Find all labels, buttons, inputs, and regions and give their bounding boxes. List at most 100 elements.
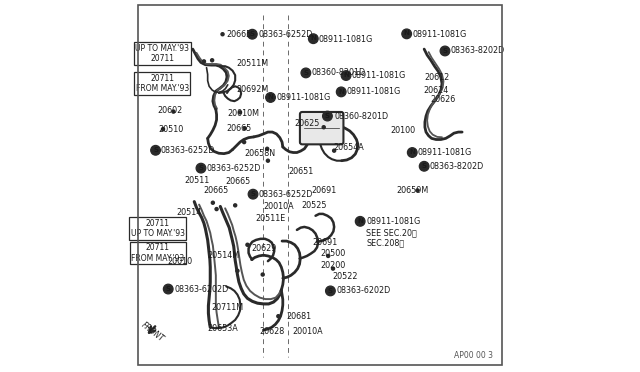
Text: 08911-1081G: 08911-1081G bbox=[367, 217, 420, 226]
Text: 20628: 20628 bbox=[259, 327, 284, 336]
Text: S: S bbox=[198, 165, 204, 171]
Text: S: S bbox=[166, 286, 171, 292]
Circle shape bbox=[214, 207, 219, 211]
Text: S: S bbox=[422, 163, 427, 169]
Circle shape bbox=[331, 266, 335, 271]
Circle shape bbox=[326, 286, 335, 296]
Text: FRONT: FRONT bbox=[140, 320, 166, 343]
Text: SEE SEC.20龍: SEE SEC.20龍 bbox=[367, 229, 417, 238]
Text: 08911-1081G: 08911-1081G bbox=[347, 87, 401, 96]
Text: S: S bbox=[250, 31, 255, 37]
Text: 08363-6202D: 08363-6202D bbox=[174, 285, 228, 294]
Text: 20665: 20665 bbox=[203, 186, 228, 195]
Text: 08911-1081G: 08911-1081G bbox=[351, 71, 406, 80]
Text: 20692M: 20692M bbox=[236, 85, 269, 94]
Circle shape bbox=[248, 29, 257, 39]
Text: 08911-1081G: 08911-1081G bbox=[276, 93, 330, 102]
Circle shape bbox=[211, 201, 215, 205]
Circle shape bbox=[260, 272, 265, 277]
Text: 20010A: 20010A bbox=[292, 327, 323, 336]
Circle shape bbox=[301, 68, 310, 78]
Text: S: S bbox=[442, 48, 447, 54]
Text: 20665: 20665 bbox=[225, 177, 250, 186]
Circle shape bbox=[415, 188, 420, 193]
Circle shape bbox=[235, 269, 239, 273]
Text: 08911-1081G: 08911-1081G bbox=[318, 35, 372, 44]
Text: SEC.208筋: SEC.208筋 bbox=[367, 238, 404, 247]
Circle shape bbox=[332, 148, 337, 153]
Text: N: N bbox=[310, 35, 316, 41]
Circle shape bbox=[172, 109, 175, 114]
Circle shape bbox=[265, 147, 269, 151]
FancyBboxPatch shape bbox=[300, 112, 344, 144]
Text: 08363-8202D: 08363-8202D bbox=[450, 46, 504, 55]
Text: 20612: 20612 bbox=[424, 73, 449, 82]
Text: 20625: 20625 bbox=[294, 119, 319, 128]
Text: 08360-8201D: 08360-8201D bbox=[312, 68, 366, 77]
Text: N: N bbox=[404, 31, 410, 36]
Text: N: N bbox=[357, 218, 363, 224]
Text: 20500: 20500 bbox=[320, 249, 345, 258]
Text: 08363-6202D: 08363-6202D bbox=[337, 286, 391, 295]
Text: S: S bbox=[328, 288, 333, 294]
Text: 20010: 20010 bbox=[168, 257, 193, 266]
Text: UP TO MAY.'93
20711: UP TO MAY.'93 20711 bbox=[135, 44, 189, 63]
Text: 20511: 20511 bbox=[184, 176, 209, 185]
Circle shape bbox=[243, 126, 247, 131]
Text: 20626: 20626 bbox=[430, 95, 456, 104]
Text: 20711
UP TO MAY.'93: 20711 UP TO MAY.'93 bbox=[131, 219, 185, 238]
Circle shape bbox=[163, 284, 173, 294]
Circle shape bbox=[355, 217, 365, 226]
Circle shape bbox=[402, 29, 412, 39]
Text: 20525: 20525 bbox=[301, 201, 327, 210]
Circle shape bbox=[245, 243, 250, 247]
Text: 20654A: 20654A bbox=[333, 143, 364, 152]
Circle shape bbox=[419, 161, 429, 171]
Text: 08911-1081G: 08911-1081G bbox=[417, 148, 472, 157]
Text: AP00 00 3: AP00 00 3 bbox=[454, 351, 493, 360]
Text: 20624: 20624 bbox=[424, 86, 449, 94]
Circle shape bbox=[151, 145, 161, 155]
Text: 20691: 20691 bbox=[311, 186, 337, 195]
Circle shape bbox=[266, 93, 275, 102]
Text: 20665: 20665 bbox=[227, 124, 252, 133]
Text: 08911-1081G: 08911-1081G bbox=[412, 30, 467, 39]
Text: 20100: 20100 bbox=[390, 126, 415, 135]
Text: 08363-8202D: 08363-8202D bbox=[429, 162, 484, 171]
Circle shape bbox=[161, 127, 165, 131]
Text: 20200: 20200 bbox=[320, 262, 345, 270]
Circle shape bbox=[276, 314, 280, 318]
Circle shape bbox=[202, 59, 206, 64]
Text: S: S bbox=[303, 70, 308, 76]
Text: 20711M: 20711M bbox=[211, 303, 243, 312]
Text: 20681: 20681 bbox=[287, 312, 312, 321]
Text: S: S bbox=[250, 191, 255, 197]
Text: 20514: 20514 bbox=[177, 208, 202, 217]
Text: 20653A: 20653A bbox=[207, 324, 239, 333]
Text: 20665: 20665 bbox=[227, 30, 252, 39]
Text: 20522: 20522 bbox=[332, 272, 357, 280]
Text: 08363-6252D: 08363-6252D bbox=[161, 146, 215, 155]
Circle shape bbox=[321, 125, 326, 129]
Circle shape bbox=[341, 71, 351, 80]
Text: S: S bbox=[153, 147, 158, 153]
Text: N: N bbox=[410, 149, 415, 155]
Text: 20711
FROM MAY.'93: 20711 FROM MAY.'93 bbox=[136, 74, 189, 93]
Text: 20510: 20510 bbox=[158, 125, 184, 134]
Circle shape bbox=[408, 148, 417, 157]
Text: 20514M: 20514M bbox=[207, 251, 239, 260]
Text: N: N bbox=[343, 72, 349, 78]
Text: 08360-8201D: 08360-8201D bbox=[334, 112, 388, 121]
Text: 20511E: 20511E bbox=[255, 214, 285, 223]
Text: S: S bbox=[325, 113, 330, 119]
Text: 20602: 20602 bbox=[157, 106, 182, 115]
Text: 20010A: 20010A bbox=[264, 202, 294, 211]
Circle shape bbox=[220, 32, 225, 36]
Circle shape bbox=[266, 158, 270, 163]
Circle shape bbox=[210, 58, 214, 62]
Text: N: N bbox=[268, 94, 273, 100]
Circle shape bbox=[323, 111, 332, 121]
Text: 20711
FROM MAY.'93: 20711 FROM MAY.'93 bbox=[131, 243, 184, 263]
Text: 20691: 20691 bbox=[312, 238, 338, 247]
Circle shape bbox=[196, 163, 206, 173]
